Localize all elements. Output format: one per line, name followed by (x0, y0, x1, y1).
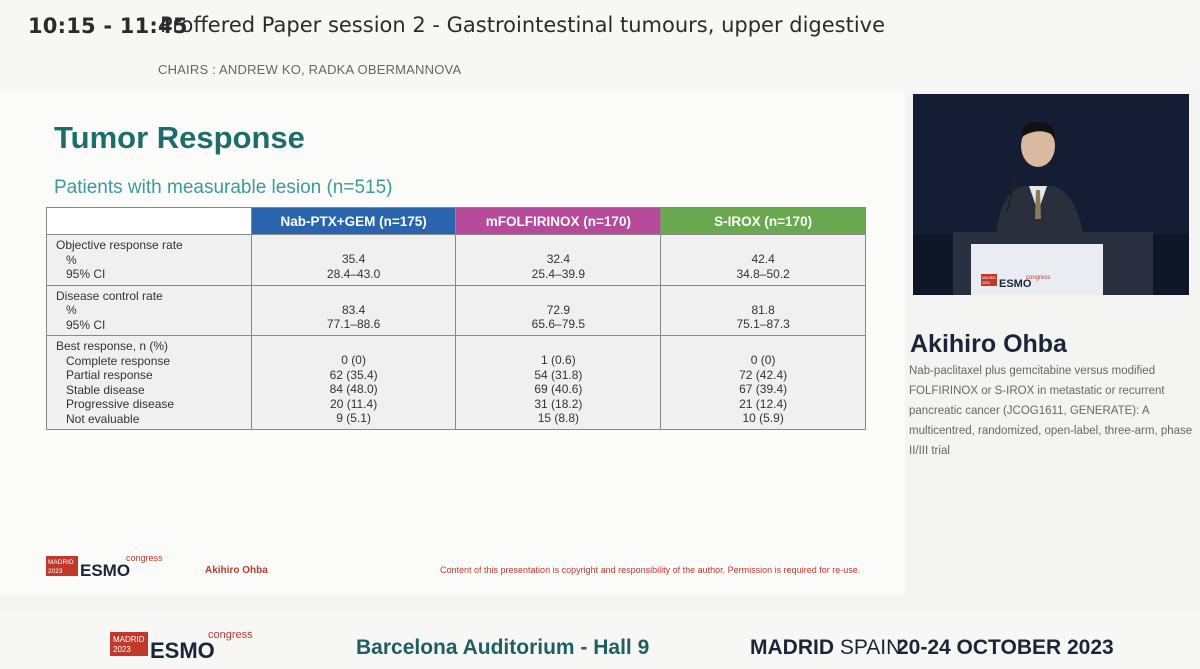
cell-value: 34.8–50.2 (736, 266, 790, 281)
cell-value: 77.1–88.6 (326, 317, 381, 331)
session-title: Proffered Paper session 2 - Gastrointest… (160, 13, 886, 37)
cell-value: 20 (11.4) (330, 396, 378, 411)
table-cell: 81.8 75.1–87.3 (660, 284, 866, 336)
row-sublabel: Stable disease (66, 382, 145, 397)
row-heading: Disease control rate (56, 288, 163, 303)
esmo-congress-footer-logo: MADRID 2023 ESMO congress (110, 629, 253, 660)
cell-value: 0 (0) (341, 353, 366, 367)
row-sublabel: Partial response (66, 368, 153, 382)
table-corner-cell (46, 207, 252, 235)
table-header-row: Nab-PTX+GEM (n=175) mFOLFIRINOX (n=170) … (46, 207, 866, 235)
session-chairs: CHAIRS : ANDREW KO, RADKA OBERMANNOVA (158, 62, 462, 77)
footer-logo-suffix: congress (208, 629, 253, 641)
table-row-dcr: Disease control rate % 95% CI 83.4 77.1–… (46, 284, 866, 336)
cell-value: 83.4 (341, 302, 366, 317)
row-label-cell: Disease control rate % 95% CI (46, 284, 252, 336)
podium-logo-year: 2023 (982, 281, 990, 285)
cell-value: 9 (5.1) (336, 411, 371, 425)
congress-dates: 20-24 OCTOBER 2023 (897, 636, 1114, 659)
copyright-notice: Content of this presentation is copyrigh… (440, 565, 861, 575)
table-cell: 0 (0) 62 (35.4) 84 (48.0) 20 (11.4) 9 (5… (250, 335, 457, 430)
row-label-cell: Objective response rate % 95% CI (46, 234, 252, 286)
session-time: 10:15 - 11:45 (28, 14, 188, 38)
footer-logo-city: MADRID (113, 635, 145, 644)
row-heading: Objective response rate (56, 238, 183, 252)
city-label: MADRID (750, 636, 834, 659)
cell-value: 69 (40.6) (534, 382, 583, 396)
cell-value: 75.1–87.3 (736, 317, 790, 331)
congress-footer: MADRID 2023 ESMO congress Barcelona Audi… (0, 612, 1200, 669)
column-header-s-irox: S-IROX (n=170) (660, 207, 866, 235)
cell-value: 21 (12.4) (739, 396, 788, 411)
cell-value: 72.9 (546, 302, 571, 317)
column-header-nab-ptx-gem: Nab-PTX+GEM (n=175) (250, 207, 457, 235)
table-cell: 83.4 77.1–88.6 (250, 284, 457, 336)
talk-title: Nab-paclitaxel plus gemcitabine versus m… (909, 365, 1193, 457)
footer-logo-brand: ESMO (150, 638, 215, 660)
cell-value: 62 (35.4) (329, 367, 378, 382)
cell-value: 84 (48.0) (329, 382, 378, 396)
row-label-cell: Best response, n (%) Complete response P… (46, 335, 252, 430)
cell-value: 31 (18.2) (534, 396, 583, 411)
podium-logo-suffix: congress (1026, 275, 1050, 281)
cell-value: 42.4 (751, 252, 775, 266)
cell-value: 15 (8.8) (537, 411, 580, 425)
cell-value: 32.4 (546, 252, 571, 266)
cell-value: 10 (5.9) (742, 411, 784, 425)
slide-subtitle: Patients with measurable lesion (n=515) (54, 177, 393, 198)
podium-logo-brand: ESMO (999, 278, 1032, 290)
table-row-best-response: Best response, n (%) Complete response P… (46, 335, 866, 430)
cell-value: 81.8 (751, 302, 775, 317)
row-sublabel: % (66, 252, 77, 267)
cell-value: 35.4 (341, 252, 366, 266)
podium-logo-city: MADRID (982, 276, 996, 280)
row-sublabel: 95% CI (66, 317, 106, 332)
table-cell: 35.4 28.4–43.0 (250, 234, 457, 286)
table-cell: 32.4 25.4–39.9 (455, 234, 662, 286)
esmo-congress-logo: MADRID 2023 ESMO congress (46, 553, 163, 578)
cell-value: 72 (42.4) (739, 367, 788, 382)
row-sublabel: Complete response (66, 353, 171, 368)
logo-brand: ESMO (80, 561, 130, 578)
footer-logo-year: 2023 (113, 645, 131, 654)
table-cell: 1 (0.6) 54 (31.8) 69 (40.6) 31 (18.2) 15… (455, 335, 662, 430)
slide-author: Akihiro Ohba (205, 565, 268, 576)
speaker-name: Akihiro Ohba (910, 330, 1067, 358)
venue-label: Barcelona Auditorium - Hall 9 (356, 636, 650, 659)
logo-city: MADRID (48, 559, 74, 566)
slide-title: Tumor Response (54, 120, 305, 155)
logo-suffix: congress (126, 553, 163, 563)
table-cell: 42.4 34.8–50.2 (660, 234, 866, 286)
cell-value: 65.6–79.5 (531, 317, 586, 331)
table-cell: 0 (0) 72 (42.4) 67 (39.4) 21 (12.4) 10 (… (660, 335, 866, 430)
table-row-orr: Objective response rate % 95% CI 35.4 28… (46, 234, 866, 286)
cell-value: 1 (0.6) (541, 353, 576, 367)
cell-value: 54 (31.8) (534, 367, 583, 382)
cell-value: 25.4–39.9 (531, 266, 586, 281)
cell-value: 0 (0) (750, 353, 776, 367)
cell-value: 67 (39.4) (739, 382, 788, 396)
country-label: SPAIN (839, 636, 902, 659)
session-header: 10:15 - 11:45 Proffered Paper session 2 … (0, 0, 1200, 90)
row-sublabel: Not evaluable (66, 411, 140, 426)
column-header-mfolfirinox: mFOLFIRINOX (n=170) (455, 207, 662, 235)
cell-value: 28.4–43.0 (326, 266, 381, 281)
logo-year: 2023 (48, 568, 63, 575)
speaker-video-feed: MADRID 2023 ESMO congress (913, 94, 1189, 295)
presentation-slide: Tumor Response Patients with measurable … (0, 90, 905, 595)
tumor-response-table: Nab-PTX+GEM (n=175) mFOLFIRINOX (n=170) … (46, 207, 866, 430)
city-country-label: MADRID SPAIN (750, 636, 901, 660)
table-cell: 72.9 65.6–79.5 (455, 284, 662, 336)
row-heading: Best response, n (%) (56, 339, 169, 353)
row-sublabel: 95% CI (66, 267, 106, 281)
row-sublabel: Progressive disease (66, 397, 175, 411)
row-sublabel: % (66, 303, 77, 317)
